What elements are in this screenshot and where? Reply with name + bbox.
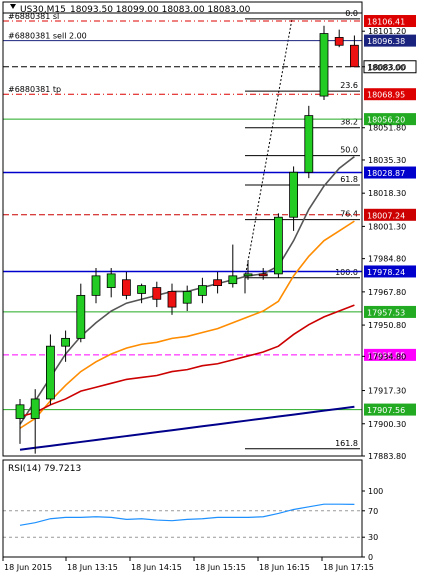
y-axis-tick-label: 18051.80 <box>368 124 406 133</box>
candle-body[interactable] <box>319 33 329 97</box>
price-tag-label: 17978.24 <box>367 268 405 277</box>
price-panel-frame <box>2 1 363 457</box>
candle-body[interactable] <box>61 337 70 347</box>
candle-body[interactable] <box>349 44 359 68</box>
candle-body[interactable] <box>228 275 238 285</box>
price-tag-label: 17907.56 <box>367 406 405 415</box>
price-tag-label: 17935.55 <box>367 351 405 360</box>
price-tag-label: 18056.20 <box>367 116 405 125</box>
price-tag <box>364 403 416 416</box>
fib-level-label: 38.2 <box>340 118 358 127</box>
candle-body[interactable] <box>30 398 40 419</box>
y-axis-tick-label: 17934.80 <box>368 352 406 361</box>
moving-average-line <box>19 405 355 451</box>
y-axis-tick-label: 17984.80 <box>368 255 406 264</box>
y-axis-tick-label: 18101.20 <box>368 27 406 36</box>
x-axis-tick-label: 18 Jun 17:15 <box>323 563 374 572</box>
x-axis-tick-label: 18 Jun 13:15 <box>67 563 118 572</box>
rsi-axis-tick-label: 0 <box>368 553 373 562</box>
order-label: #6880381 tp <box>8 85 61 94</box>
candle-body[interactable] <box>197 285 207 296</box>
y-axis-tick-label: 17967.80 <box>368 288 406 297</box>
rsi-line <box>19 503 355 526</box>
candle-body[interactable] <box>167 291 177 308</box>
y-axis-tick-label: 17883.80 <box>368 452 406 461</box>
price-tag <box>364 166 416 179</box>
moving-average-line <box>19 220 355 429</box>
moving-average-line <box>19 304 355 418</box>
x-axis-tick-label: 18 Jun 14:15 <box>131 563 182 572</box>
candle-body[interactable] <box>273 216 283 275</box>
price-tag <box>364 348 416 361</box>
price-tag-label: 18028.87 <box>367 169 405 178</box>
rsi-title: RSI(14) 79.7213 <box>8 464 81 474</box>
candle-body[interactable] <box>91 275 101 296</box>
candle-body[interactable] <box>258 273 268 277</box>
price-tag-label: 18007.24 <box>367 211 405 220</box>
x-axis-tick-label: 18 Jun 2015 <box>4 563 52 572</box>
candle-body[interactable] <box>46 345 55 400</box>
price-tag-label: 18083.00 <box>367 63 405 72</box>
fib-level-label: 23.6 <box>340 81 358 90</box>
fib-level-label: 76.4 <box>340 210 358 219</box>
price-tag <box>364 88 416 101</box>
x-axis-tick-label: 18 Jun 15:15 <box>195 563 246 572</box>
price-tag <box>364 113 416 126</box>
order-label: #6880381 sell 2.00 <box>8 32 87 41</box>
y-axis-tick-label: 17900.30 <box>368 420 406 429</box>
y-axis-tick-label: 17950.80 <box>368 321 406 330</box>
fib-level-label: 161.8 <box>335 439 358 448</box>
price-tag <box>364 15 416 28</box>
collapse-arrow-icon[interactable] <box>10 4 16 9</box>
fib-level-label: 100.0 <box>335 268 358 277</box>
candle-body[interactable] <box>15 404 25 419</box>
candle-body[interactable] <box>137 285 147 294</box>
candle-body[interactable] <box>334 37 344 46</box>
fib-level-label: 50.0 <box>340 146 358 155</box>
candle-body[interactable] <box>243 273 253 277</box>
y-axis-tick-label: 18018.30 <box>368 189 406 198</box>
price-tag-label: 18106.41 <box>367 18 405 27</box>
fib-level-label: 61.8 <box>340 175 358 184</box>
price-tag-label: 17957.53 <box>367 308 405 317</box>
candle-body[interactable] <box>76 294 86 339</box>
rsi-axis-tick-label: 100 <box>368 487 383 496</box>
y-axis-tick-label: 17917.30 <box>368 387 406 396</box>
price-tag-label: 18068.95 <box>367 91 405 100</box>
price-tag <box>364 265 416 278</box>
candle-body[interactable] <box>106 273 116 288</box>
candle-body[interactable] <box>213 279 223 287</box>
y-axis-tick-label: 18083.00 <box>368 63 406 72</box>
price-tag-label: 18096.38 <box>367 37 405 46</box>
order-label: #6880381 sl <box>8 12 59 21</box>
rsi-panel-frame <box>2 459 363 558</box>
candle-body[interactable] <box>122 279 131 296</box>
price-tag <box>364 34 416 47</box>
candle-body[interactable] <box>304 115 314 173</box>
chart-title-symbol: US30,M15 <box>20 5 66 15</box>
chart-title-ohlc: 18093.50 18099.00 18083.00 18083.00 <box>70 5 251 15</box>
candle-body[interactable] <box>182 291 192 304</box>
price-tag <box>364 208 416 221</box>
candle-body[interactable] <box>289 171 299 218</box>
rsi-axis-tick-label: 30 <box>368 533 378 542</box>
y-axis-tick-label: 18035.30 <box>368 156 406 165</box>
candle-body[interactable] <box>152 287 162 300</box>
x-axis-tick-label: 18 Jun 16:15 <box>259 563 310 572</box>
price-tag <box>364 305 416 318</box>
rsi-axis-tick-label: 70 <box>368 507 378 516</box>
y-axis-tick-label: 18001.30 <box>368 222 406 231</box>
